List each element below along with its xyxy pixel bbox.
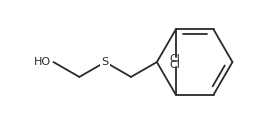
Text: Cl: Cl [169,54,180,64]
Text: HO: HO [33,57,50,67]
Text: Cl: Cl [169,60,180,70]
Text: S: S [102,57,109,67]
